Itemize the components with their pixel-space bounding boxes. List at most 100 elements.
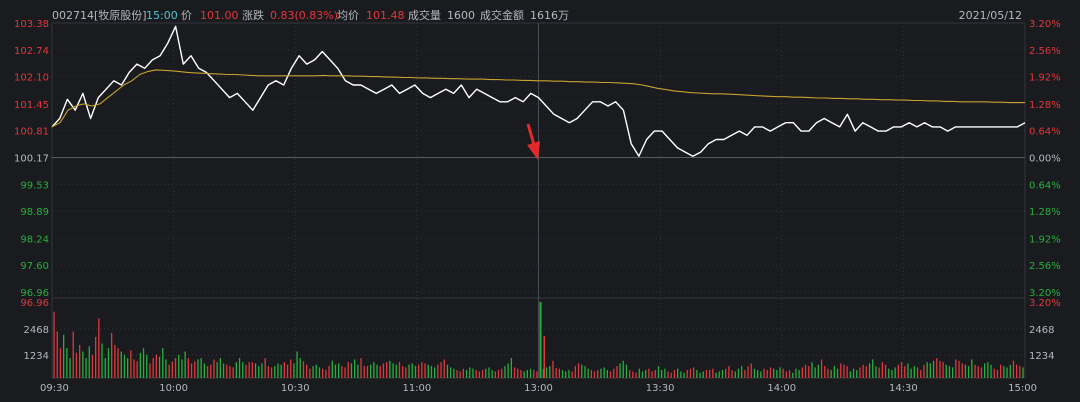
volume-bar [520,370,522,378]
volume-bar [868,363,871,378]
volume-bar [884,364,887,378]
volume-bar [127,358,129,378]
volume-bar [788,370,791,378]
volume-bar [641,371,644,378]
volume-bar [852,368,855,378]
price-tick-label: 97.60 [20,261,49,272]
volume-bar [741,366,743,378]
volume-bar [229,366,231,378]
volume-bar [811,362,813,378]
volume-bar [721,370,724,378]
volume-bar [773,368,775,378]
time-tick-label: 13:00 [524,383,553,394]
volume-label: 成交量 [408,8,441,22]
volume-bar [539,302,542,378]
time-tick-label: 10:30 [281,383,310,394]
volume-bar [130,350,132,378]
volume-bar [194,361,196,378]
price-tick-label: 100.17 [14,154,49,165]
price-tick-label: 96.96 [20,288,49,299]
volume-bar [891,370,893,378]
pct-tick-label: 1.92% [1029,73,1061,84]
volume-bar [152,358,154,378]
volume-bar [673,370,676,378]
volume-bar [459,371,461,378]
price-lines [51,25,1026,157]
volume-bar [635,372,637,378]
volume-bar [450,367,452,378]
change-label: 涨跌 [242,8,264,22]
volume-bar [1009,364,1011,378]
arrow-head [527,141,540,160]
volume-bar [798,370,800,378]
price-tick-label: 102.74 [14,46,49,57]
volume-bar [757,370,759,378]
volume-bar [261,363,263,378]
amount-label: 成交金额 [480,8,524,22]
volume-bar [613,368,615,378]
volume-bar [916,367,919,378]
volume-bar [165,359,167,378]
price-tick-label: 98.24 [20,234,49,245]
volume-bar [651,371,653,378]
volume-bar [590,370,592,378]
volume-bar [709,370,711,378]
volume-bar [638,368,640,378]
volume-bar [75,352,78,378]
volume-bar [725,368,727,378]
volume-bar [219,358,221,378]
volume-bar [577,363,580,378]
volume-bar [434,367,436,378]
volume-bar [155,354,157,378]
pct-tick-label: 1.92% [1029,234,1061,245]
volume-bar [251,362,253,378]
time-tick-label: 14:00 [767,383,796,394]
volume-bar [302,361,305,378]
volume-bar [645,370,647,378]
volume-bar [264,358,266,378]
volume-bar [331,360,333,378]
volume-bar [942,362,944,378]
volume-bar [421,362,423,378]
volume-bar [226,364,228,378]
volume-bar [657,366,660,378]
volume-bar [418,364,420,378]
volume-bar [776,370,778,378]
volume-bar [510,358,512,378]
pct-tick-label: 3.20% [1029,288,1061,299]
volume-bar [107,348,110,378]
volume-bar [693,367,695,378]
volume-bar [536,371,538,378]
volume-bar [318,367,321,378]
volume-bar [836,368,839,378]
red-arrow-marker [526,123,540,160]
volume-bar [581,364,583,378]
volume-bar [661,370,663,378]
volume-bar [872,359,874,378]
volume-bar [833,366,835,378]
volume-bar [206,366,209,378]
change-value: 0.83(0.83%) [270,9,338,22]
volume-bar [360,358,362,378]
volume-bar [920,370,922,378]
time-tick-label: 10:00 [159,383,188,394]
volume-bar [430,366,433,378]
volume-bar [584,366,586,378]
time-tick-label: 11:00 [402,383,431,394]
volume-bar [875,366,877,378]
volume-bar [977,366,979,378]
volume-bar [843,364,845,378]
volume-bar [465,370,468,378]
time-axis: 09:30 10:00 10:30 11:00 13:00 13:30 14:00 14:30… [40,383,1037,394]
volume-bar [357,364,359,378]
volume-bar [350,363,353,378]
price-axis: 103.38 102.74 102.10 101.45 100.81 100.17 99.5… [14,19,49,299]
price-value: 101.00 [200,9,239,22]
volume-bar [913,366,915,378]
volume-bar [66,348,68,378]
volume-bar [533,370,535,378]
volume-bar [494,371,496,378]
volume-bar [517,368,519,378]
volume-bar [609,371,612,378]
volume-bar [734,371,736,378]
